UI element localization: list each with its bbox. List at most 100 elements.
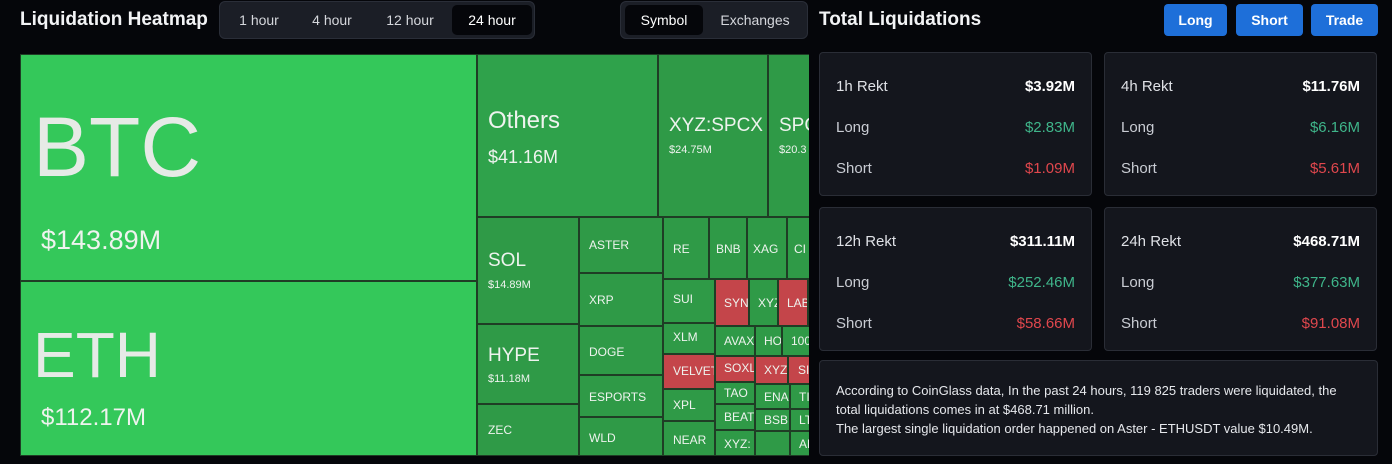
tab-24-hour[interactable]: 24 hour [452,5,532,35]
long-label: Long [836,274,870,291]
treemap-cell-re[interactable]: RE [663,217,709,279]
cell-value: $20.3 [779,144,807,156]
treemap-cell-bnb[interactable]: BNB [709,217,747,279]
cell-name: AVAX [724,334,755,348]
short-label: Short [836,160,872,177]
treemap-cell-xag[interactable]: XAG [747,217,787,279]
short-label: Short [836,315,872,332]
treemap-cell-xyz-colon-1[interactable]: XYZ: [755,356,788,384]
treemap-cell-xyz-spcx[interactable]: XYZ:SPCX $24.75M [658,54,768,217]
treemap-cell-xyz[interactable]: XYZ [749,279,778,326]
card-4h-rekt: 4h Rekt $11.76M Long $6.16M Short $5.61M [1104,52,1377,196]
treemap-cell-eth[interactable]: ETH $112.17M [20,281,477,456]
treemap-cell-edge-2[interactable] [755,431,790,456]
treemap-cell-sol[interactable]: SOL $14.89M [477,217,579,324]
treemap-cell-lab[interactable]: LAB [778,279,808,326]
cell-name: Others [488,107,561,134]
cell-name: TAO [724,386,748,400]
cell-name: VELVET [673,364,715,378]
treemap-cell-hype[interactable]: HYPE $11.18M [477,324,579,404]
treemap-cell-ci[interactable]: CI [787,217,809,279]
treemap-cell-tao[interactable]: TAO [715,382,755,404]
treemap-cell-esports[interactable]: ESPORTS [579,375,663,417]
treemap-cell-zec[interactable]: ZEC [477,404,579,456]
cell-name: XLM [673,330,698,344]
cell-name: RE [673,242,690,256]
cell-name: XPL [673,398,696,412]
treemap-cell-sui[interactable]: SUI [663,279,715,323]
card-12h-rekt: 12h Rekt $311.11M Long $252.46M Short $58.6… [819,207,1092,351]
cell-name: BSB [764,413,789,427]
tab-symbol[interactable]: Symbol [625,5,703,35]
short-button[interactable]: Short [1236,4,1303,36]
treemap-cell-si[interactable]: SI [788,356,809,384]
treemap-cell-ada[interactable]: ADA [790,431,809,456]
treemap-cell-100[interactable]: 100 [782,326,809,356]
cell-name: ENA [764,390,789,404]
tab-4-hour[interactable]: 4 hour [312,12,352,28]
cell-value: $11.18M [488,373,530,385]
cell-value: $24.75M [669,144,712,156]
card-24h-rekt: 24h Rekt $468.71M Long $377.63M Short $91.0… [1104,207,1377,351]
treemap-cell-bsb[interactable]: BSB [755,409,790,431]
treemap-cell-xpl[interactable]: XPL [663,389,715,421]
cell-name: DOGE [589,345,625,359]
card-title: 12h Rekt [836,233,897,250]
cell-name: CI [794,242,806,256]
time-range-tabs: 1 hour 4 hour 12 hour 24 hour [219,1,535,39]
treemap-cell-beat[interactable]: BEAT [715,404,755,430]
long-button[interactable]: Long [1164,4,1227,36]
treemap-cell-xyz-colon-2[interactable]: XYZ: [715,430,755,456]
tab-1-hour[interactable]: 1 hour [239,12,279,28]
cell-value: $112.17M [41,404,146,431]
short-label: Short [1121,160,1157,177]
treemap-cell-ena[interactable]: ENA [755,384,790,409]
treemap-cell-near[interactable]: NEAR [663,421,715,456]
cell-name: TI [799,390,809,404]
short-label: Short [1121,315,1157,332]
cell-name: LAB [787,296,808,310]
liquidation-treemap: BTC $143.89M ETH $112.17M Others $41.16M… [20,54,809,456]
treemap-cell-velvet[interactable]: VELVET [663,354,715,389]
treemap-cell-ti[interactable]: TI [790,384,809,409]
cell-name: XYZ: [764,363,788,377]
short-value: $5.61M [1309,160,1360,177]
tab-12-hour[interactable]: 12 hour [386,12,434,28]
short-value: $1.09M [1024,160,1075,177]
card-total: $311.11M [1009,233,1075,250]
treemap-cell-ho[interactable]: HO [755,326,782,356]
tab-exchanges[interactable]: Exchanges [720,12,790,28]
liquidation-summary: According to CoinGlass data, In the past… [819,360,1378,456]
treemap-cell-spc[interactable]: SPC $20.3 [768,54,809,217]
short-value: $58.66M [1016,315,1075,332]
treemap-cell-syn[interactable]: SYN [715,279,749,326]
treemap-cell-doge[interactable]: DOGE [579,326,663,375]
treemap-cell-others[interactable]: Others $41.16M [477,54,658,217]
long-label: Long [1121,274,1155,291]
card-total: $468.71M [1293,233,1360,250]
cell-name: 100 [791,334,809,348]
treemap-cell-btc[interactable]: BTC $143.89M [20,54,477,281]
treemap-cell-soxl[interactable]: SOXL [715,356,755,382]
card-1h-rekt: 1h Rekt $3.92M Long $2.83M Short $1.09M [819,52,1092,196]
treemap-cell-avax[interactable]: AVAX [715,326,755,356]
card-title: 1h Rekt [836,78,888,95]
treemap-cell-xlm[interactable]: XLM [663,323,715,354]
summary-line-2: The largest single liquidation order hap… [836,421,1313,436]
long-label: Long [836,119,870,136]
treemap-cell-xrp[interactable]: XRP [579,273,663,326]
cell-name: HYPE [488,345,540,366]
cell-name: ZEC [488,423,512,437]
long-label: Long [1121,119,1155,136]
treemap-cell-aster[interactable]: ASTER [579,217,663,273]
cell-name: ETH [33,319,161,391]
cell-name: BTC [33,100,201,194]
treemap-cell-edge-1[interactable] [808,279,809,326]
cell-name: WLD [589,431,616,445]
long-value: $377.63M [1293,274,1360,291]
treemap-cell-wld[interactable]: WLD [579,417,663,456]
trade-button[interactable]: Trade [1311,4,1378,36]
cell-value: $143.89M [41,225,162,255]
treemap-cell-lt[interactable]: LT [790,409,809,431]
cell-name: BEAT [724,410,755,424]
